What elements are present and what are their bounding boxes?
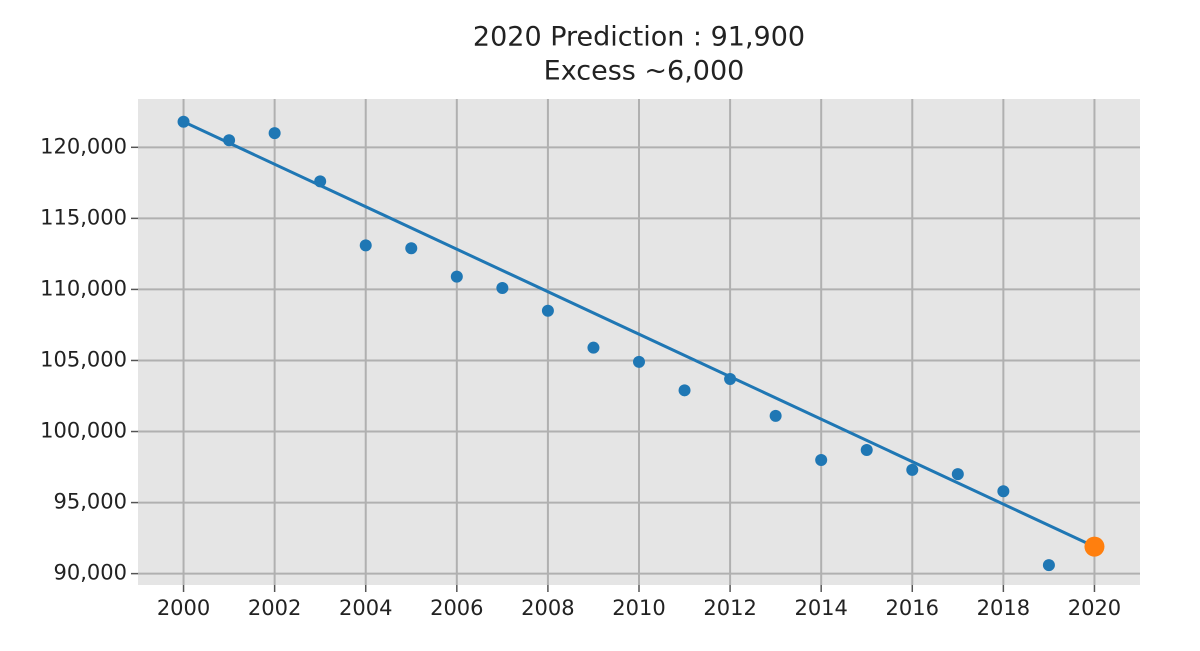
x-tick-label: 2000 — [157, 596, 210, 620]
y-tick-label: 90,000 — [54, 561, 127, 585]
x-tick-label: 2010 — [612, 596, 665, 620]
y-tick-label: 115,000 — [40, 205, 127, 229]
data-point — [678, 384, 691, 397]
x-tick-label: 2016 — [886, 596, 939, 620]
data-point — [496, 282, 509, 294]
x-tick-label: 2014 — [794, 596, 847, 620]
y-tick-label: 100,000 — [40, 419, 127, 443]
data-point — [633, 355, 645, 368]
data-point — [587, 341, 600, 354]
data-point — [405, 242, 418, 255]
trend-line — [182, 120, 1096, 548]
data-point — [860, 444, 873, 456]
x-tick-label: 2004 — [339, 596, 392, 620]
y-tick-label: 120,000 — [40, 134, 127, 158]
data-point — [951, 468, 964, 481]
x-tick-label: 2012 — [703, 596, 756, 620]
x-tick-label: 2002 — [248, 596, 301, 620]
chart-title: 2020 Prediction : 91,900 — [473, 22, 805, 53]
data-point — [997, 485, 1010, 498]
data-point — [450, 270, 463, 283]
x-tick-label: 2006 — [430, 596, 483, 620]
prediction-point — [1084, 536, 1105, 557]
data-point — [769, 409, 782, 422]
x-tick-label: 2008 — [521, 596, 574, 620]
data-point — [1042, 559, 1055, 572]
y-tick-label: 110,000 — [40, 276, 127, 300]
y-tick-label: 105,000 — [40, 347, 127, 371]
data-point — [541, 304, 554, 317]
chart-subtitle: Excess ~6,000 — [544, 56, 745, 87]
x-tick-label: 2020 — [1068, 596, 1121, 620]
data-point — [268, 127, 281, 140]
data-point — [906, 463, 919, 476]
data-point — [359, 239, 372, 252]
x-tick-label: 2018 — [977, 596, 1030, 620]
y-tick-label: 95,000 — [54, 490, 127, 514]
data-point — [815, 453, 828, 466]
